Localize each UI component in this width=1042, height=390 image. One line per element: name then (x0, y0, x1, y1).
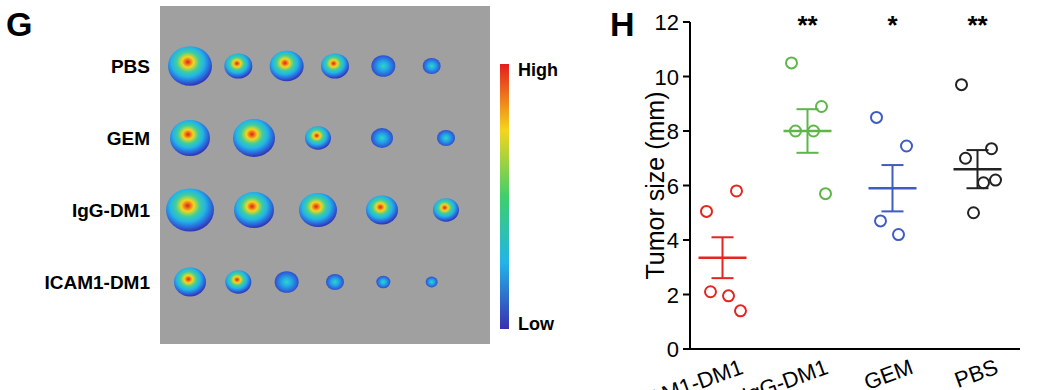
y-tick (683, 76, 690, 78)
row-label: GEM (107, 128, 150, 149)
data-point (871, 112, 882, 123)
tumor (225, 270, 251, 293)
colorbar-low: Low (518, 314, 555, 334)
error-cap (967, 187, 989, 189)
y-tick-label: 4 (667, 228, 679, 253)
x-tick-label: GEM (861, 354, 917, 390)
row-label: IgG-DM1 (72, 200, 151, 221)
y-tick (683, 294, 690, 296)
image-background (160, 6, 490, 344)
data-point (968, 207, 979, 218)
data-point (816, 101, 827, 112)
y-tick-label: 6 (667, 174, 679, 199)
tumor (174, 268, 206, 297)
error-cap (882, 210, 904, 212)
error-bar (977, 150, 979, 188)
data-point (978, 177, 989, 188)
y-tick-label: 2 (667, 283, 679, 308)
x-tick-label: PBS (951, 354, 1001, 390)
error-cap (797, 152, 819, 154)
significance: ** (967, 10, 988, 40)
tumor (234, 192, 274, 228)
figure: GPBSGEMIgG-DM1ICAM1-DM1HighLowHTumor siz… (0, 0, 1042, 390)
tumor (299, 193, 337, 227)
tumor (423, 58, 441, 74)
y-tick-label: 8 (667, 119, 679, 144)
image-haze (160, 6, 490, 344)
error-cap (797, 108, 819, 110)
tumor (426, 277, 438, 288)
data-point (820, 188, 831, 199)
significance: * (887, 10, 898, 40)
tumor (233, 119, 275, 157)
tumor (433, 198, 459, 221)
tumor (224, 53, 252, 78)
y-tick (683, 239, 690, 241)
y-tick (683, 185, 690, 187)
x-tick-label: IgG-DM1 (739, 354, 831, 390)
y-tick (683, 21, 690, 23)
plot-area (699, 57, 1002, 316)
y-tick-label: 12 (655, 10, 679, 35)
tumor (366, 196, 398, 225)
error-bar (722, 237, 724, 278)
data-point (960, 153, 971, 164)
tumor (371, 128, 393, 148)
tumor (305, 126, 331, 149)
data-point (735, 305, 746, 316)
error-cap (967, 149, 989, 151)
error-bar (807, 109, 809, 153)
tumor (376, 276, 390, 289)
data-point (956, 79, 967, 90)
data-point (901, 140, 912, 151)
y-tick (683, 348, 690, 350)
data-point (723, 290, 734, 301)
panel-label: G (6, 5, 32, 43)
tumor (326, 274, 344, 290)
tumor (321, 53, 349, 78)
row-label: PBS (111, 56, 150, 77)
data-point (986, 143, 997, 154)
x-axis (690, 348, 1020, 350)
error-cap (712, 236, 734, 238)
y-tick (683, 130, 690, 132)
error-cap (712, 277, 734, 279)
y-tick-label: 10 (655, 65, 679, 90)
tumor (168, 46, 212, 86)
data-point (705, 286, 716, 297)
colorbar-high: High (518, 60, 558, 80)
colorbar (500, 64, 509, 329)
x-tick-label: ICAM1-DM1 (624, 354, 746, 390)
row-label: ICAM1-DM1 (44, 272, 150, 293)
tumor (270, 51, 304, 82)
data-point (701, 206, 712, 217)
tumor (437, 130, 455, 146)
significance: ** (797, 10, 818, 40)
data-point (786, 57, 797, 68)
data-point (875, 215, 886, 226)
tumor (170, 120, 210, 156)
data-point (731, 185, 742, 196)
y-tick-label: 0 (667, 337, 679, 362)
tumor (371, 55, 395, 77)
data-point (990, 175, 1001, 186)
error-cap (882, 164, 904, 166)
data-point (893, 229, 904, 240)
y-axis-label: Tumor size (mm) (641, 92, 669, 280)
error-bar (892, 165, 894, 211)
tumor (275, 271, 299, 293)
tumor (166, 188, 214, 231)
panel-label: H (610, 5, 635, 43)
